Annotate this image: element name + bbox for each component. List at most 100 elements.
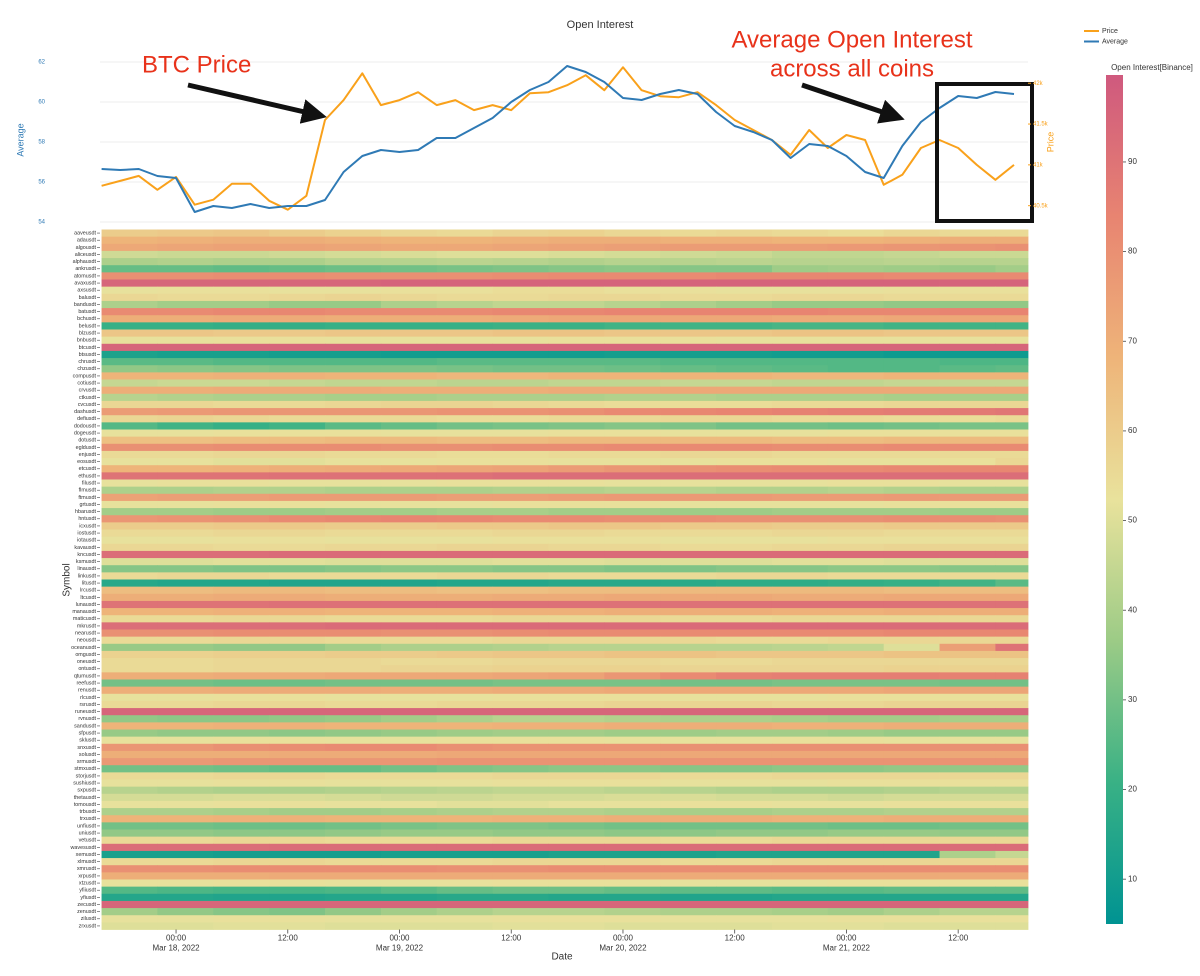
heatmap-cell [548,636,605,645]
heatmap-cell [716,736,773,745]
heatmap-cell [380,736,438,745]
heatmap-cell [325,622,382,630]
heatmap-cell [325,450,382,459]
heatmap-cell [101,265,158,273]
heatmap-cell [213,372,270,380]
heatmap-cell [939,758,996,766]
heatmap-cell [827,586,885,595]
heatmap-cell [325,329,382,338]
heatmap-cell [883,858,940,866]
heatmap-cell [883,865,940,873]
heatmap-cell [492,672,549,680]
heatmap-cell [771,450,829,459]
heatmap-cell [883,529,940,538]
heatmap-cell [548,500,605,509]
heatmap-cell [771,343,829,352]
heatmap-cell [771,308,829,316]
heatmap-cell [269,715,326,723]
heatmap-cell [660,843,717,852]
heatmap-cell [995,908,1029,916]
heatmap-cell [660,458,717,466]
heatmap-cell [827,515,885,523]
heatmap-cell [604,908,661,916]
heatmap-cell [492,258,549,266]
heatmap-cell [213,772,270,780]
heatmap-cell [716,829,773,838]
heatmap-cell [325,486,382,495]
heatmap-cell [716,893,773,902]
heatmap-cell [101,715,158,723]
heatmap-cell [716,329,773,338]
heatmap-cell [883,750,940,759]
heatmap-cell [716,258,773,266]
heatmap-cell [157,336,214,345]
y-tick-label: sandusdt [74,723,96,729]
heatmap-cell [436,608,494,616]
y-tick-label: runeusdt [75,709,96,715]
heatmap-cell [269,636,326,645]
heatmap-cell [771,658,829,666]
heatmap-cell [939,800,996,809]
y-tick-label: 54 [38,220,45,226]
heatmap-cell [771,915,829,923]
y-tick-label: thetausdt [74,795,97,801]
heatmap-cell [939,258,996,266]
heatmap-cell [548,379,605,388]
heatmap-cell [492,700,549,709]
heatmap-cell [101,765,158,773]
heatmap-cell [548,443,605,452]
heatmap-cell [492,686,549,695]
heatmap-cell [380,843,438,852]
heatmap-cell [939,600,996,609]
heatmap-cell [771,529,829,538]
heatmap-cell [939,572,996,580]
heatmap-cell [995,465,1029,473]
heatmap-cell [660,529,717,538]
heatmap-cell [716,779,773,788]
heatmap-cell [604,786,661,795]
heatmap-cell [157,550,214,559]
heatmap-cell [269,493,326,502]
heatmap-cell [213,486,270,495]
colorbar-tick-label: 80 [1128,247,1137,256]
heatmap-cell [827,722,885,730]
heatmap-cell [716,279,773,288]
heatmap-cell [157,729,214,738]
heatmap-cell [604,579,661,588]
heatmap-cell [995,808,1029,816]
heatmap-cell [436,636,494,645]
heatmap-cell [995,293,1029,302]
heatmap-cell [213,872,270,880]
heatmap-cell [827,708,885,716]
heatmap-cell [995,686,1029,695]
heatmap-cell [380,800,438,809]
heatmap-cell [604,293,661,302]
heatmap-cell [827,286,885,295]
heatmap-cell [325,293,382,302]
heatmap-cell [660,793,717,802]
heatmap-cell [213,543,270,552]
heatmap-cell [269,550,326,559]
heatmap-cell [101,458,158,466]
heatmap-cell [269,650,326,659]
heatmap-cell [604,886,661,895]
heatmap-cell [101,493,158,502]
heatmap-cell [995,622,1029,630]
y-axis-title: Symbol [62,563,73,596]
heatmap-cell [827,508,885,516]
heatmap-cell [827,915,885,923]
heatmap-cell [101,672,158,680]
heatmap-cell [939,350,996,359]
heatmap-cell [771,415,829,423]
y-tick-label: nearusdt [75,630,96,636]
heatmap-cell [213,322,270,330]
heatmap-cell [660,693,717,702]
heatmap-cell [771,515,829,523]
heatmap-cell [269,600,326,609]
heatmap-cell [716,900,773,909]
heatmap-cell [325,908,382,916]
heatmap-cell [548,372,605,380]
heatmap-cell [492,786,549,795]
heatmap-cell [883,629,940,638]
heatmap-cell [716,822,773,830]
